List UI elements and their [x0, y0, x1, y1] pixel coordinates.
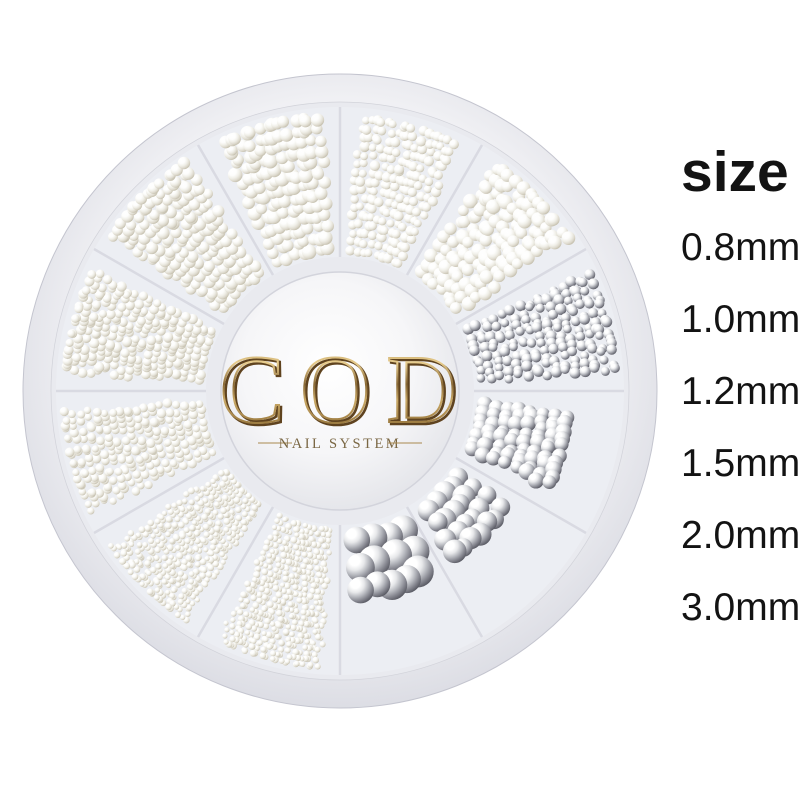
svg-text:NAIL SYSTEM: NAIL SYSTEM: [279, 436, 401, 452]
svg-text:COD: COD: [220, 336, 473, 443]
